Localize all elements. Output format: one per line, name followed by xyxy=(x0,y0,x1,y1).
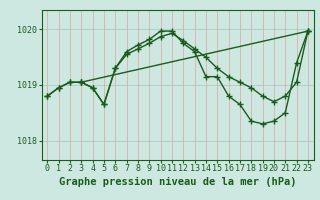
X-axis label: Graphe pression niveau de la mer (hPa): Graphe pression niveau de la mer (hPa) xyxy=(59,177,296,187)
